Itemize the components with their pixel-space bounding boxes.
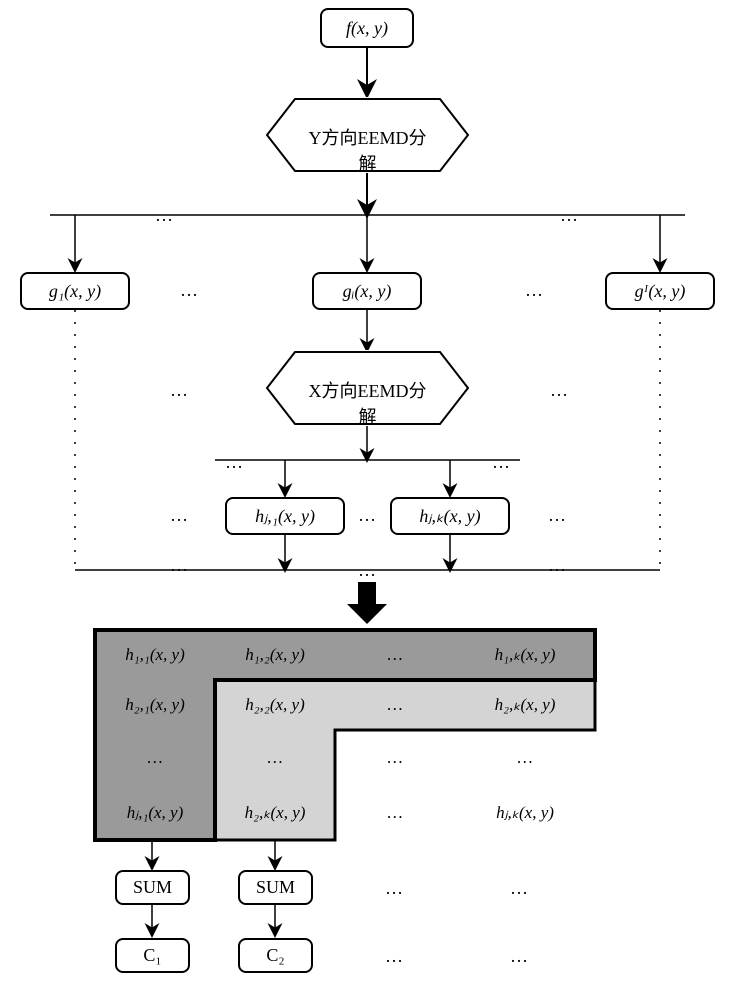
node-c2: C₂ [238, 938, 313, 973]
node-sum2: SUM [238, 870, 313, 905]
dots: … [510, 946, 530, 967]
dots: … [385, 946, 405, 967]
dots: … [385, 878, 405, 899]
table-borders [0, 0, 734, 1000]
diagram: f(x, y) Y方向EEMD分解 g₁(x, y) gᵢ(x, y) gᴵ(x… [0, 0, 734, 1000]
dots: … [510, 878, 530, 899]
node-sum1: SUM [115, 870, 190, 905]
node-c1: C₁ [115, 938, 190, 973]
